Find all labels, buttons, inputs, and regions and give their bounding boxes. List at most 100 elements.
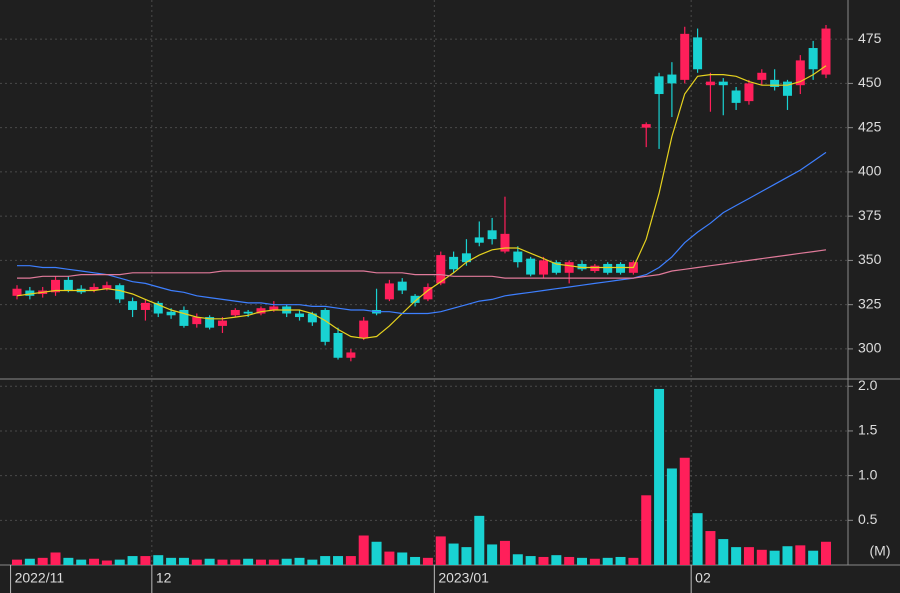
- moving-average-line: [17, 249, 827, 279]
- volume-bar: [101, 560, 112, 565]
- candle-body: [102, 285, 112, 289]
- volume-bar: [89, 558, 100, 565]
- candle-body: [718, 81, 728, 86]
- y-tick-label: 1.0: [858, 466, 878, 482]
- candle-body: [474, 237, 484, 243]
- candle-body: [307, 313, 317, 323]
- volume-bar: [641, 495, 652, 565]
- candle-body: [667, 74, 677, 84]
- candle-body: [333, 332, 343, 358]
- volume-bar: [230, 559, 241, 565]
- volume-bar: [577, 557, 588, 565]
- candle-body: [500, 233, 510, 252]
- candle-body: [295, 313, 305, 318]
- y-tick-label: 325: [858, 295, 882, 311]
- volume-bar: [204, 558, 215, 565]
- candle-body: [346, 352, 356, 358]
- volume-bar: [731, 547, 742, 565]
- volume-bar: [63, 557, 74, 565]
- volume-bar: [12, 559, 22, 565]
- volume-bar: [551, 555, 562, 565]
- volume-bar: [666, 468, 677, 565]
- volume-bar: [37, 557, 48, 565]
- volume-bar: [333, 556, 344, 565]
- candle-body: [551, 262, 561, 273]
- candle-body: [397, 281, 407, 291]
- candle-body: [128, 301, 138, 310]
- candle-body: [63, 279, 73, 291]
- x-tick-label: 12: [156, 570, 172, 586]
- candle-body: [115, 285, 125, 300]
- candle-body: [590, 265, 600, 272]
- volume-unit: (M): [870, 543, 891, 559]
- volume-bar: [718, 539, 729, 565]
- volume-bar: [140, 556, 151, 565]
- volume-bar: [654, 388, 665, 565]
- candle-body: [12, 288, 22, 296]
- candle-body: [487, 230, 497, 240]
- candle-body: [705, 81, 715, 86]
- volume-bar: [487, 544, 498, 565]
- candle-body: [243, 311, 253, 314]
- candle-body: [205, 317, 215, 328]
- volume-bar: [821, 541, 831, 565]
- volume-bar: [679, 457, 690, 565]
- volume-bar: [178, 557, 189, 565]
- volume-bar: [422, 557, 433, 565]
- candle-body: [423, 286, 433, 300]
- y-tick-label: 350: [858, 251, 882, 267]
- volume-bar: [307, 559, 318, 565]
- candle-body: [436, 255, 446, 284]
- volume-bar: [294, 557, 305, 565]
- candle-body: [538, 260, 548, 275]
- candle-body: [808, 48, 818, 70]
- volume-bar: [243, 558, 254, 565]
- candle-body: [179, 309, 189, 326]
- volume-bar: [589, 558, 600, 565]
- candle-body: [526, 258, 536, 275]
- volume-bar: [114, 559, 125, 565]
- candle-body: [693, 37, 703, 70]
- y-tick-label: 2.0: [858, 377, 878, 393]
- volume-bar: [191, 559, 202, 565]
- volume-bar: [564, 556, 575, 565]
- volume-bar: [345, 556, 356, 565]
- volume-bar: [705, 531, 716, 565]
- candle-body: [731, 90, 741, 103]
- volume-bar: [166, 557, 177, 565]
- y-tick-label: 0.5: [858, 511, 878, 527]
- volume-bar: [602, 557, 613, 565]
- x-tick-label: 2023/01: [438, 570, 489, 586]
- moving-average-line: [17, 151, 827, 315]
- volume-bar: [525, 556, 536, 565]
- candle-body: [256, 308, 266, 314]
- moving-average-line: [16, 65, 827, 339]
- candle-body: [51, 279, 61, 293]
- volume-bar: [474, 515, 485, 565]
- candle-body: [795, 60, 805, 86]
- y-tick-label: 475: [858, 30, 882, 46]
- candle-body: [513, 251, 523, 263]
- candle-body: [616, 263, 626, 273]
- volume-bar: [743, 547, 754, 565]
- candle-body: [269, 306, 279, 310]
- candle-body: [770, 79, 780, 87]
- candle-body: [384, 283, 394, 300]
- volume-bar: [756, 549, 767, 565]
- candle-body: [654, 76, 664, 95]
- candle-body: [680, 33, 690, 80]
- candle-body: [603, 263, 613, 273]
- candle-body: [153, 302, 163, 314]
- volume-bar: [808, 550, 819, 565]
- volume-bar: [692, 513, 703, 565]
- y-tick-label: 400: [858, 163, 882, 179]
- volume-bar: [50, 552, 61, 565]
- volume-bar: [782, 546, 793, 565]
- candle-body: [449, 256, 459, 270]
- candle-body: [89, 286, 99, 291]
- y-tick-label: 300: [858, 340, 882, 356]
- y-tick-label: 425: [858, 118, 882, 134]
- candle-body: [140, 302, 150, 310]
